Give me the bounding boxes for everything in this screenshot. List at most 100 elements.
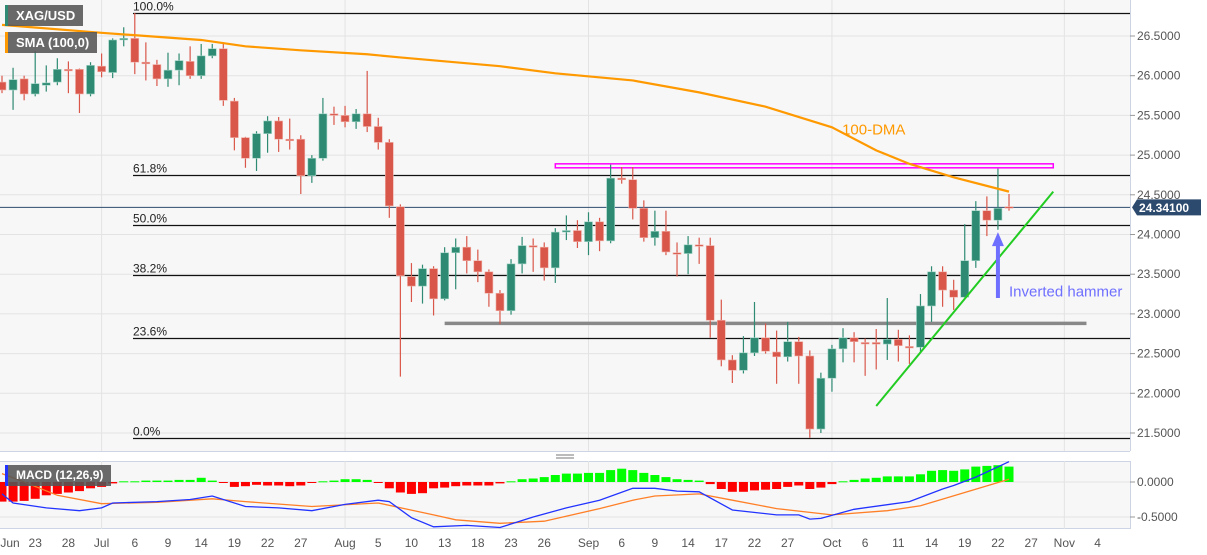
candle-body <box>53 69 62 83</box>
legend-sma[interactable]: SMA (100,0) <box>5 32 98 53</box>
date-tick-label: 22 <box>991 536 1005 550</box>
candle <box>296 135 306 195</box>
candle <box>185 46 195 79</box>
candle <box>650 210 660 246</box>
candle <box>683 236 693 275</box>
resistance-zone <box>554 163 1055 169</box>
macd-histogram-bar <box>196 477 206 482</box>
legend-sma-label: SMA (100,0) <box>16 35 90 50</box>
macd-histogram-bar <box>938 470 948 482</box>
macd-histogram-bar <box>595 472 605 482</box>
candle-body <box>285 138 295 142</box>
date-tick-label: 14 <box>195 536 209 550</box>
candle <box>849 332 859 363</box>
price-tick-label: 22.5000 <box>1137 347 1181 361</box>
macd-histogram-bar <box>550 475 560 482</box>
candle <box>838 328 848 363</box>
candle-body <box>628 179 638 209</box>
candle-body <box>241 137 250 159</box>
macd-histogram-bar <box>1004 466 1014 482</box>
macd-histogram-bar <box>74 482 84 492</box>
candle-body <box>617 177 626 181</box>
macd-histogram-bar <box>340 479 350 482</box>
candle-body <box>849 337 859 342</box>
date-tick-label: 13 <box>438 536 452 550</box>
panel-resize-handle[interactable] <box>556 454 574 459</box>
date-tick-label: 22 <box>748 536 762 550</box>
macd-histogram-bar <box>838 481 848 483</box>
candle-body <box>705 245 715 321</box>
candle <box>108 38 117 79</box>
sma-label: 100-DMA <box>842 122 905 139</box>
candle-body <box>108 39 117 73</box>
candle-body <box>75 69 84 95</box>
candle-body <box>805 355 815 430</box>
candle-body <box>517 245 527 265</box>
candle <box>783 321 792 362</box>
candle-body <box>971 210 981 262</box>
macd-histogram-bar <box>672 479 682 482</box>
macd-histogram-bar <box>63 482 73 493</box>
candle <box>285 118 295 150</box>
macd-histogram-bar <box>384 482 394 489</box>
candle-body <box>30 83 40 95</box>
macd-histogram-bar <box>927 470 937 482</box>
candle-body <box>418 268 427 287</box>
candle <box>440 247 449 301</box>
macd-histogram-bar <box>583 472 593 482</box>
macd-histogram-bar <box>229 482 239 487</box>
date-axis[interactable]: Jun 23 28 Jul 6 9 14 19 22 27 Aug 5 10 13 18 23 26 Sep 6 9 1… <box>0 536 1101 550</box>
macd-histogram-bar <box>296 482 306 486</box>
macd-histogram-bar <box>772 482 782 489</box>
macd-histogram-bar <box>274 482 284 486</box>
candle-body <box>595 221 604 242</box>
candle-body <box>318 113 328 159</box>
macd-tick-label: 0.0000 <box>1137 475 1174 489</box>
candle-body <box>794 341 804 357</box>
macd-histogram-bar <box>252 482 262 485</box>
candle <box>573 220 582 248</box>
macd-histogram-bar <box>152 480 162 482</box>
candle <box>462 236 472 274</box>
candle-body <box>827 348 837 379</box>
macd-histogram-bar <box>539 477 549 482</box>
candle <box>705 237 715 338</box>
macd-histogram-bar <box>993 465 1003 482</box>
candle-body <box>562 230 571 233</box>
candle-body <box>385 142 394 207</box>
date-tick-label: 14 <box>681 536 695 550</box>
candle-body <box>949 289 958 298</box>
candle-body <box>174 60 184 71</box>
candle <box>451 238 461 290</box>
candle <box>495 290 505 325</box>
candle <box>119 27 129 47</box>
date-tick-label: Nov <box>1054 536 1075 550</box>
candle-body <box>816 377 826 430</box>
legend-symbol[interactable]: XAG/USD <box>5 5 84 26</box>
candle <box>19 75 29 101</box>
candle <box>418 264 427 304</box>
price-axis[interactable]: 26.5000 26.0000 25.5000 25.0000 24.5000 24.00… <box>1130 29 1181 440</box>
legend-macd[interactable]: MACD (12,26,9) <box>5 465 112 486</box>
candle-body <box>550 231 560 269</box>
price-tick-label: 23.0000 <box>1137 307 1181 321</box>
macd-histogram-bar <box>52 482 62 494</box>
macd-histogram-bar <box>263 482 273 486</box>
price-tick-label: 24.5000 <box>1137 188 1181 202</box>
candle <box>340 105 350 128</box>
fib-label: 0.0% <box>133 425 161 439</box>
fib-label: 38.2% <box>133 262 167 276</box>
macd-histogram-bar <box>749 482 759 491</box>
candle <box>263 116 272 153</box>
candle <box>639 200 649 242</box>
macd-histogram-bar <box>406 482 416 494</box>
date-tick-label: Sep <box>578 536 600 550</box>
macd-histogram-bar <box>904 476 914 482</box>
candle <box>8 67 18 110</box>
macd-axis[interactable]: 0.0000 -0.5000 <box>1130 475 1178 524</box>
macd-histogram-bar <box>971 466 981 482</box>
macd-histogram-bar <box>805 482 815 489</box>
fib-label: 61.8% <box>133 162 167 176</box>
candle <box>53 58 62 86</box>
